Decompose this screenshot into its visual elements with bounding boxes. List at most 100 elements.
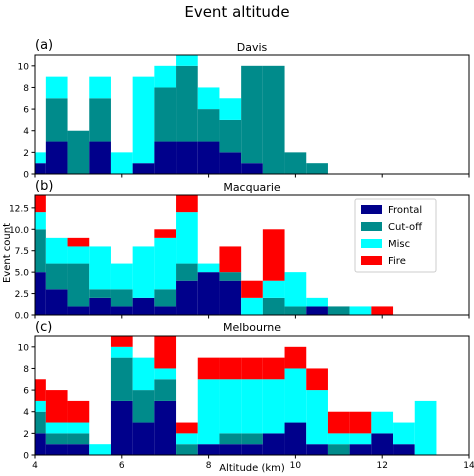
panel-title: Davis [237, 41, 268, 54]
bar-segment-frontal [262, 433, 285, 455]
y-tick-label: 7.5 [15, 247, 29, 257]
bar-segment-frontal [35, 163, 46, 174]
bar-segment-misc [110, 152, 133, 174]
bar-segment-fire [262, 229, 285, 281]
bar-segment-fire [176, 422, 198, 434]
bar-segment-frontal [197, 444, 220, 455]
y-tick-label: 8 [23, 365, 29, 375]
bar-segment-frontal [197, 141, 220, 174]
bar-segment-frontal [35, 433, 46, 455]
bar-segment-frontal [197, 272, 220, 315]
plot-frame [34, 54, 470, 175]
y-tick-label: 2 [23, 149, 29, 159]
bar-segment-misc [197, 379, 220, 445]
bar-segment-cut-off [327, 306, 350, 315]
bar-segment-misc [284, 272, 307, 307]
bar-segment-cut-off [67, 130, 90, 174]
bar-segment-misc [89, 76, 111, 99]
bar-segment-frontal [154, 306, 177, 315]
bar-segment-fire [306, 368, 328, 391]
legend-label-cut-off: Cut-off [388, 222, 423, 233]
bar-segment-cut-off [67, 433, 90, 445]
y-tick-label: 2 [23, 430, 29, 440]
bar-segment-misc [241, 297, 263, 315]
x-tick-label: 14 [463, 461, 474, 471]
bar-segment-misc [35, 152, 46, 164]
bar-segment-cut-off [89, 289, 111, 298]
bar-segment-fire [67, 400, 90, 423]
bar-segment-misc [132, 246, 155, 298]
legend-label-frontal: Frontal [388, 205, 422, 216]
bar-segment-cut-off [154, 289, 177, 307]
bar-segment-fire [284, 346, 307, 369]
bar-segment-misc [35, 212, 46, 230]
bar-segment-cut-off [154, 87, 177, 142]
y-tick-label: 5.0 [15, 269, 30, 279]
y-tick-label: 2.5 [15, 290, 29, 300]
x-tick-label: 4 [32, 461, 38, 471]
bar-segment-misc [349, 433, 372, 445]
bar-segment-frontal [132, 422, 155, 455]
bar-segment-cut-off [110, 357, 133, 401]
bar-segment-misc [132, 76, 155, 164]
bar-segment-frontal [89, 141, 111, 174]
bar-segment-cut-off [45, 433, 68, 445]
x-tick-label: 6 [119, 461, 125, 471]
bar-segment-fire [154, 336, 177, 369]
bar-segment-cut-off [45, 98, 68, 142]
bar-segment-misc [132, 357, 155, 391]
bar-segment-misc [110, 263, 133, 290]
panel-title: Macquarie [223, 181, 281, 194]
bar-segment-cut-off [154, 379, 177, 401]
bar-segment-misc [176, 55, 198, 66]
x-tick-label: 8 [206, 461, 212, 471]
y-tick-label: 12.5 [9, 204, 29, 214]
y-tick-label: 0.0 [15, 312, 30, 322]
bar-segment-cut-off [306, 163, 328, 174]
y-tick-label: 6 [23, 387, 29, 397]
bar-segment-frontal [110, 306, 133, 315]
bar-segment-cut-off [219, 272, 242, 281]
bar-segment-misc [393, 422, 415, 445]
bar-segment-cut-off [35, 411, 46, 434]
y-tick-label: 0 [23, 171, 29, 181]
bar-segment-misc [327, 433, 350, 445]
bar-segment-frontal [67, 444, 90, 455]
bar-segment-misc [110, 346, 133, 358]
bar-segment-cut-off [241, 65, 263, 164]
bar-segment-misc [45, 422, 68, 434]
x-axis-label: Altitude (km) [219, 463, 285, 474]
bar-segment-misc [154, 368, 177, 380]
bar-segment-fire [176, 195, 198, 213]
bar-segment-frontal [45, 141, 68, 174]
bar-segment-fire [197, 357, 220, 380]
bar-segment-misc [197, 263, 220, 273]
legend-box [354, 198, 437, 273]
bar-segment-fire [219, 357, 242, 380]
bar-segment-frontal [371, 433, 394, 455]
bar-segment-fire [327, 411, 350, 434]
bar-segment-cut-off [132, 390, 155, 423]
bar-segment-cut-off [176, 65, 198, 142]
y-tick-label: 8 [23, 84, 29, 94]
bar-segment-fire [241, 357, 263, 380]
bar-segment-cut-off [67, 263, 90, 307]
bar-segment-frontal [393, 444, 415, 455]
bar-segment-misc [45, 76, 68, 99]
bar-segment-misc [154, 237, 177, 290]
bar-segment-fire [110, 336, 133, 347]
bar-segment-frontal [219, 152, 242, 174]
bar-segment-fire [45, 390, 68, 423]
legend-label-fire: Fire [388, 256, 406, 267]
y-tick-label: 0 [23, 452, 29, 462]
bar-segment-fire [262, 357, 285, 380]
bar-segment-cut-off [262, 297, 285, 315]
bar-segment-cut-off [89, 98, 111, 142]
legend: Frontal Cut-off Misc Fire [354, 198, 437, 273]
y-axis-label: Event count [2, 223, 13, 283]
bar-segment-fire [349, 411, 372, 434]
bar-segment-cut-off [176, 263, 198, 281]
bar-segment-misc [176, 433, 198, 445]
panel-title: Melbourne [223, 321, 281, 334]
bar-segment-frontal [35, 272, 46, 315]
